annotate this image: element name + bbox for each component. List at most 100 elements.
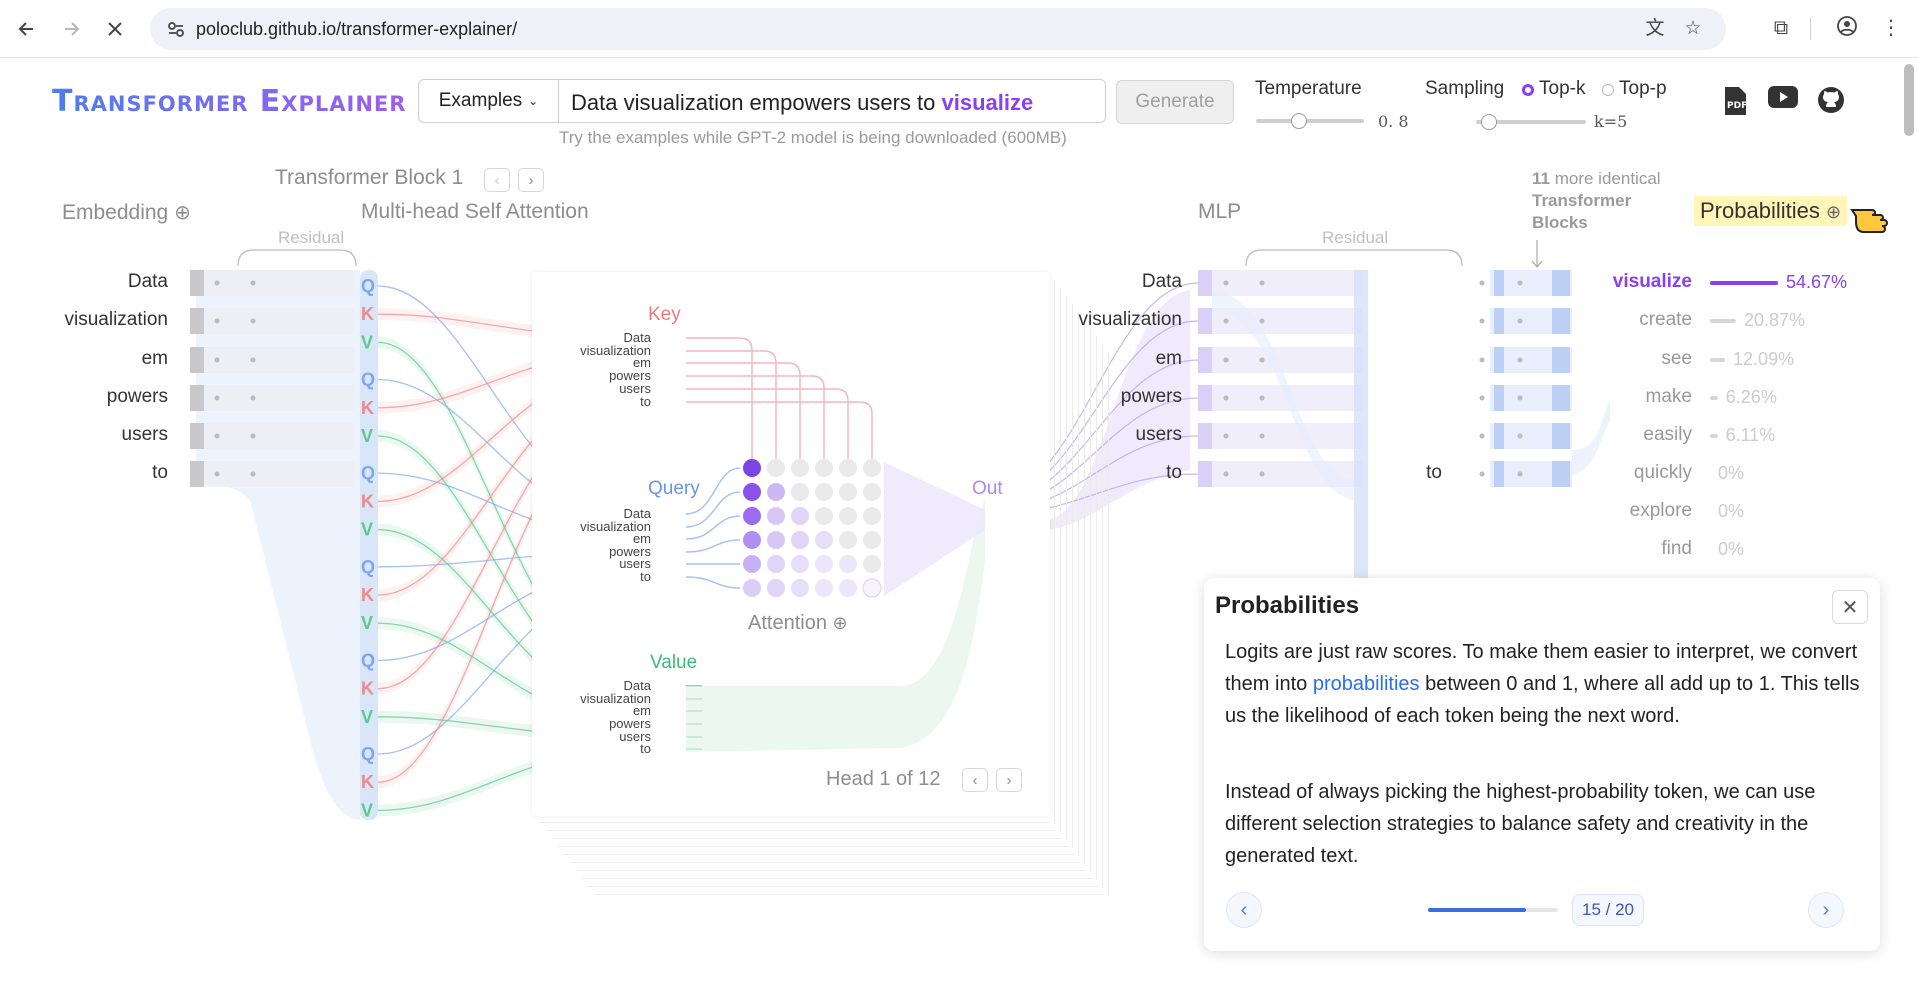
bookmark-star-icon[interactable]: ☆ [1684,18,1702,39]
attention-weight-dot [767,531,785,549]
mlp-cell [1198,385,1212,411]
probability-token[interactable]: easily [1643,424,1692,445]
examples-dropdown[interactable]: Examples ⌄ [419,80,559,122]
close-icon: ✕ [1841,596,1859,619]
residual-arc-right [1245,249,1463,267]
embedding-row-band [204,385,354,411]
attention-weight-dot [815,579,833,597]
popup-progress-bar [1428,908,1558,912]
probability-token[interactable]: see [1661,348,1692,369]
query-row-line [685,515,741,540]
chevron-down-icon: ⌄ [528,94,539,108]
profile-icon[interactable] [1834,15,1860,41]
next-block-button[interactable]: › [518,168,544,192]
key-column-line [686,350,777,460]
mlp-row-band [1212,347,1362,373]
stop-button[interactable] [100,14,130,44]
topk-radio[interactable] [1522,84,1534,96]
probabilities-link[interactable]: probabilities [1312,673,1420,695]
attention-weight-dot [791,531,809,549]
attention-head-stack-line [546,830,1056,831]
attention-head-stack-edge [1096,336,1097,880]
mlp-dot [1223,433,1229,439]
address-bar[interactable]: poloclub.github.io/transformer-explainer… [150,8,1726,50]
block-output-cell [1494,347,1504,373]
embedding-label[interactable]: Embedding ⊕ [62,200,191,225]
mlp-hidden-token-label: to [1426,462,1442,483]
prev-head-button[interactable]: ‹ [962,768,988,792]
attention-weight-dot [791,555,809,573]
topk-label[interactable]: Top-k [1539,78,1586,99]
probability-token[interactable]: make [1645,386,1692,407]
next-head-button[interactable]: › [996,768,1022,792]
attention-label[interactable]: Attention ⊕ [748,612,848,635]
probability-value: 54.67% [1786,272,1848,292]
page-scrollbar[interactable] [1904,64,1914,136]
topp-radio[interactable] [1602,84,1614,96]
embedding-row-band [204,270,354,296]
probability-token[interactable]: find [1661,538,1692,559]
mlp-dot [1479,357,1485,363]
menu-kebab-icon[interactable]: ⋮ [1881,17,1901,39]
svg-text:PDF: PDF [1727,101,1747,111]
probability-value: 6.26% [1725,387,1777,407]
mlp-dot [1259,433,1265,439]
generate-button[interactable]: Generate [1116,80,1234,124]
probabilities-label[interactable]: Probabilities ⊕ [1694,196,1848,226]
close-icon [108,22,122,36]
topp-label[interactable]: Top-p [1619,78,1667,99]
embedding-dot [250,280,256,286]
popup-close-button[interactable]: ✕ [1832,590,1868,624]
probability-token[interactable]: visualize [1612,271,1692,292]
prev-block-button[interactable]: ‹ [484,168,510,192]
embedding-token-label: powers [106,386,168,407]
back-button[interactable] [12,14,42,44]
prompt-predicted-token: visualize [941,90,1034,115]
key-column-line [686,388,849,460]
probability-token[interactable]: quickly [1633,462,1692,483]
pdf-icon[interactable]: PDF [1720,86,1750,116]
url-text[interactable]: poloclub.github.io/transformer-explainer… [196,19,518,39]
attention-weight-dot [743,459,761,477]
popup-next-button[interactable]: › [1808,892,1844,928]
mlp-dot [1517,318,1523,324]
app-title[interactable]: Transformer Explainer [52,84,407,119]
github-icon[interactable] [1816,86,1846,116]
attention-label-text: Attention [748,612,827,634]
attention-weight-dot [767,579,785,597]
k-slider[interactable] [1476,120,1586,124]
prompt-input[interactable]: Data visualization empowers users to vis… [571,90,1033,116]
k-slider-thumb[interactable] [1481,114,1498,130]
attention-weight-dot [839,579,857,597]
temperature-slider-thumb[interactable] [1291,113,1308,129]
attention-weight-dot [791,483,809,501]
temperature-slider[interactable] [1256,119,1364,123]
site-settings-icon[interactable] [166,19,186,39]
popup-prev-button[interactable]: ‹ [1226,892,1262,928]
zoom-in-icon[interactable]: ⊕ [832,613,848,633]
value-band [378,617,640,730]
qkv-letter: Q [361,463,375,483]
zoom-in-icon[interactable]: ⊕ [1825,202,1842,222]
mlp-cell [1198,270,1212,296]
extensions-icon[interactable]: ⧉ [1773,17,1789,39]
youtube-icon[interactable] [1768,86,1798,116]
popup-title: Probabilities [1215,592,1360,619]
attention-head-stack-line [594,894,1104,895]
embedding-dot [250,433,256,439]
query-token-label: Data [623,506,651,521]
forward-button[interactable] [56,14,86,44]
mlp-cell [1198,347,1212,373]
sampling-label: Sampling [1425,78,1505,99]
popup-paragraph-1: Logits are just raw scores. To make them… [1225,636,1863,732]
translate-icon[interactable]: 文 [1645,18,1665,39]
probability-token[interactable]: explore [1629,500,1692,521]
zoom-in-icon[interactable]: ⊕ [174,202,191,224]
probability-bar [1710,434,1718,438]
query-row-line [685,576,741,589]
probability-bar [1710,396,1718,400]
qkv-letter: K [361,585,374,605]
popup-progress-fill [1428,908,1526,912]
value-token-label: em [632,703,651,718]
probability-token[interactable]: create [1639,309,1692,330]
